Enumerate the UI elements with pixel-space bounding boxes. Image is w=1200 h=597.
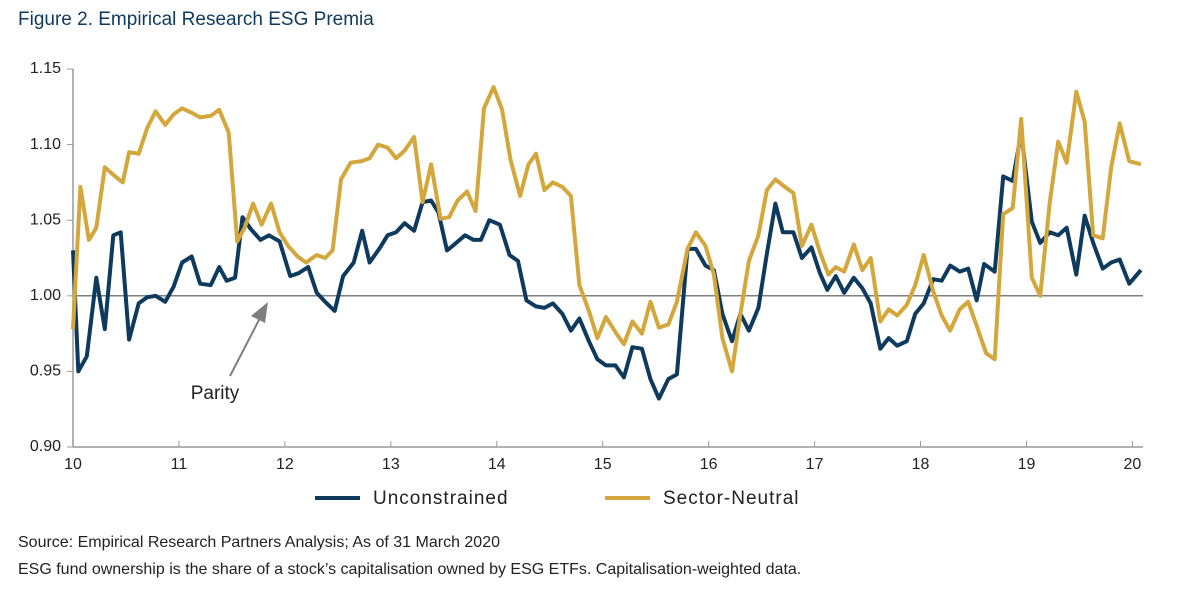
y-tick-label: 0.90 bbox=[30, 438, 61, 455]
x-tick-label: 17 bbox=[806, 456, 824, 473]
y-tick-label: 0.95 bbox=[30, 363, 61, 380]
x-tick-label: 19 bbox=[1018, 456, 1036, 473]
x-tick-label: 13 bbox=[382, 456, 400, 473]
annotation: Parity bbox=[191, 383, 240, 404]
x-tick-label: 10 bbox=[64, 456, 82, 473]
legend-label: Unconstrained bbox=[373, 488, 509, 509]
series-line bbox=[71, 85, 1142, 374]
legend-label: Sector-Neutral bbox=[663, 488, 800, 509]
x-tick-label: 20 bbox=[1124, 456, 1142, 473]
note: ESG fund ownership is the share of a sto… bbox=[18, 561, 801, 578]
y-tick-label: 1.10 bbox=[30, 136, 61, 153]
y-tick-label: 1.05 bbox=[30, 211, 61, 228]
x-tick-label: 12 bbox=[276, 456, 294, 473]
x-tick-label: 14 bbox=[488, 456, 506, 473]
series-line bbox=[71, 130, 1143, 401]
x-tick-label: 18 bbox=[912, 456, 930, 473]
annotation-arrowhead bbox=[251, 302, 268, 323]
y-tick-label: 1.00 bbox=[30, 287, 61, 304]
x-tick-label: 11 bbox=[171, 456, 188, 473]
source: Source: Empirical Research Partners Anal… bbox=[18, 534, 500, 551]
annotation-arrow bbox=[229, 317, 261, 377]
y-tick-label: 1.15 bbox=[30, 60, 61, 77]
x-tick-label: 15 bbox=[594, 456, 612, 473]
chart-title: Figure 2. Empirical Research ESG Premia bbox=[18, 9, 374, 30]
x-tick-label: 16 bbox=[700, 456, 718, 473]
